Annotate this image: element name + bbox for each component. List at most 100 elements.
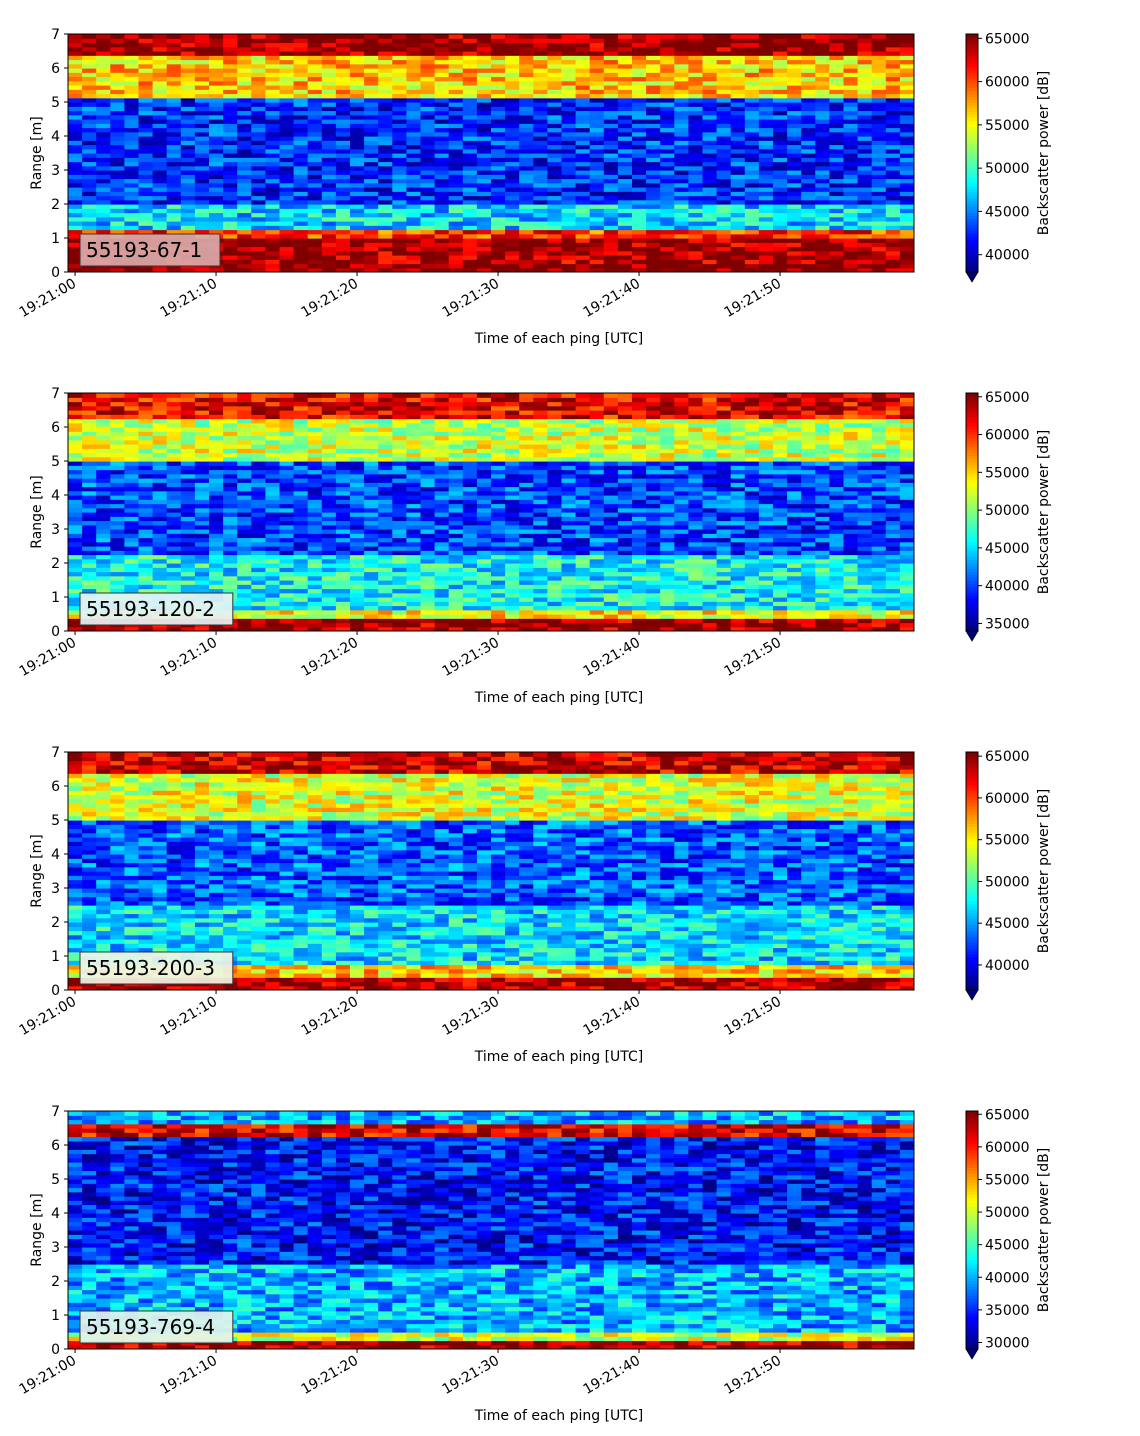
heatmap-cell (194, 216, 210, 222)
heatmap-cell (350, 148, 365, 154)
heatmap-cell (716, 42, 732, 48)
heatmap-cell (350, 119, 365, 124)
heatmap-cell (335, 614, 351, 619)
heatmap-cell (787, 34, 802, 39)
heatmap-cell (209, 448, 224, 454)
heatmap-cell (815, 195, 830, 201)
heatmap-cell (251, 439, 266, 445)
heatmap-cell (110, 80, 125, 86)
heatmap-cell (575, 165, 591, 171)
colorbar-extend-arrow (965, 271, 979, 283)
heatmap-cell (82, 448, 97, 454)
heatmap-cell (335, 601, 351, 607)
heatmap-cell (279, 554, 295, 560)
heatmap-cell (787, 178, 802, 184)
heatmap-cell (82, 405, 97, 411)
heatmap-cell (194, 546, 210, 551)
heatmap-cell (364, 486, 379, 492)
heatmap-cell (68, 614, 83, 619)
heatmap-cell (378, 592, 393, 598)
heatmap-cell (138, 102, 154, 107)
heatmap-cell (265, 259, 281, 265)
heatmap-cell (674, 250, 689, 256)
heatmap-cell (773, 42, 788, 48)
heatmap-cell (688, 182, 704, 188)
heatmap-cell (688, 170, 704, 175)
heatmap-cell (646, 85, 661, 90)
heatmap-cell (434, 208, 450, 214)
colorbar-segment (966, 200, 978, 205)
heatmap-cell (321, 469, 337, 475)
heatmap-cell (180, 221, 196, 226)
heatmap-cell (279, 503, 295, 509)
heatmap-cell (209, 199, 224, 205)
heatmap-cell (335, 431, 351, 437)
heatmap-cell (392, 541, 407, 547)
heatmap-cell (378, 554, 393, 560)
heatmap-cell (434, 93, 450, 99)
heatmap-cell (194, 486, 210, 492)
heatmap-cell (110, 435, 125, 441)
heatmap-cell (194, 131, 210, 137)
heatmap-cell (82, 97, 97, 103)
heatmap-cell (364, 93, 379, 99)
heatmap-cell (307, 238, 323, 243)
heatmap-cell (660, 170, 675, 175)
heatmap-cell (364, 72, 379, 78)
heatmap-cell (166, 520, 182, 526)
heatmap-cell (434, 478, 450, 483)
heatmap-cell (420, 97, 436, 103)
heatmap-cell (166, 216, 182, 222)
heatmap-cell (519, 59, 534, 65)
heatmap-cell (392, 263, 407, 269)
heatmap-cell (237, 626, 252, 631)
heatmap-cell (180, 588, 196, 594)
heatmap-cell (448, 157, 464, 163)
heatmap-cell (138, 157, 154, 163)
heatmap-cell (406, 255, 422, 260)
heatmap-cell (533, 246, 548, 252)
heatmap-cell (209, 575, 224, 581)
heatmap-cell (462, 187, 478, 192)
heatmap-cell (420, 537, 436, 543)
heatmap-cell (773, 229, 788, 235)
heatmap-cell (462, 123, 478, 129)
heatmap-cell (420, 529, 436, 534)
heatmap-cell (293, 165, 309, 171)
heatmap-cell (420, 119, 436, 124)
heatmap-cell (279, 170, 295, 175)
heatmap-cell (265, 97, 281, 103)
heatmap-cell (110, 187, 125, 192)
heatmap-cell (279, 546, 295, 551)
heatmap-cell (251, 444, 266, 449)
heatmap-cell (194, 550, 210, 556)
heatmap-cell (124, 626, 140, 631)
heatmap-cell (744, 212, 760, 218)
heatmap-cell (293, 157, 309, 163)
heatmap-cell (406, 507, 422, 513)
heatmap-cell (505, 204, 520, 209)
colorbar-segment (966, 230, 978, 234)
heatmap-cell (801, 59, 816, 65)
heatmap-cell (152, 414, 168, 420)
heatmap-cell (152, 533, 168, 539)
heatmap-cell (237, 422, 252, 428)
heatmap-cell (96, 204, 111, 209)
heatmap-cell (209, 148, 224, 154)
heatmap-cell (589, 131, 605, 137)
heatmap-cell (350, 80, 365, 86)
heatmap-cell (350, 567, 365, 573)
heatmap-cell (476, 238, 492, 243)
heatmap-cell (251, 46, 266, 52)
heatmap-cell (758, 140, 774, 146)
heatmap-cell (279, 435, 295, 441)
heatmap-cell (787, 76, 802, 82)
heatmap-cell (124, 473, 140, 479)
heatmap-cell (350, 575, 365, 581)
heatmap-cell (124, 541, 140, 547)
heatmap-cell (476, 178, 492, 184)
heatmap-cell (68, 89, 83, 95)
heatmap-cell (350, 427, 365, 432)
heatmap-cell (561, 110, 577, 116)
heatmap-cell (603, 110, 619, 116)
